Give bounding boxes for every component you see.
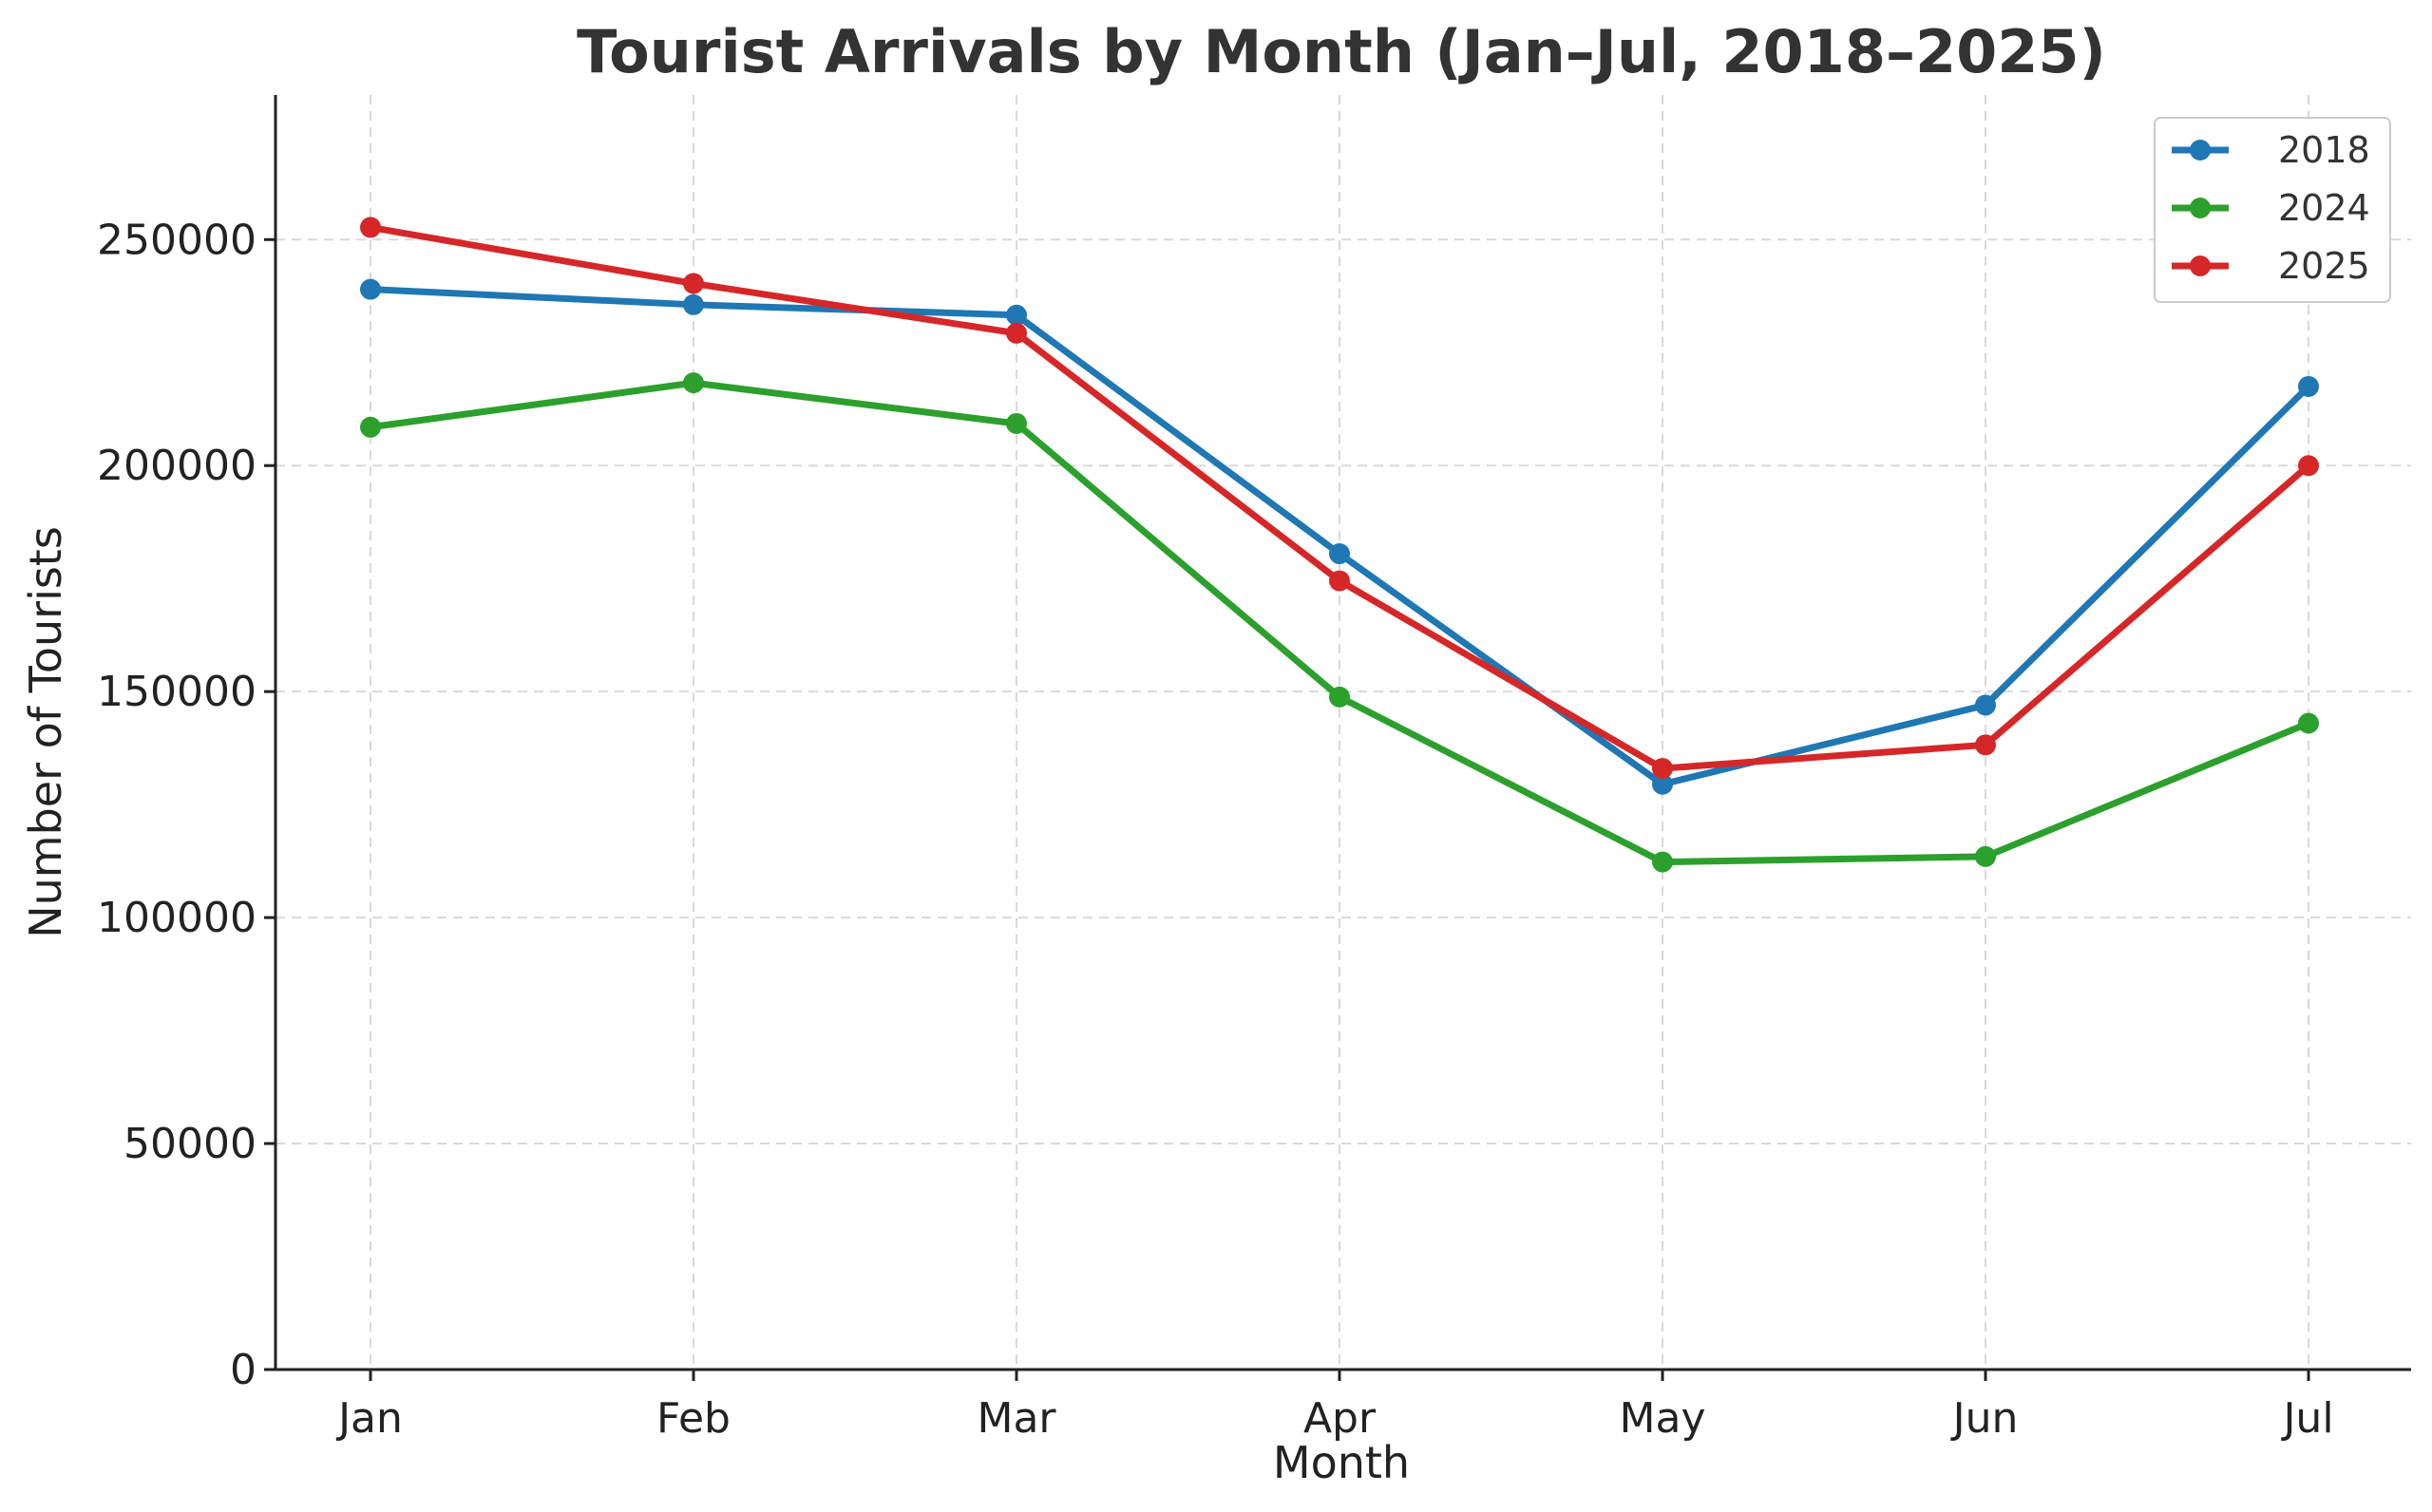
data-point-2024-apr bbox=[1329, 686, 1350, 708]
series-2025 bbox=[360, 217, 2319, 780]
data-point-2025-jun bbox=[1975, 734, 1996, 756]
data-point-2024-jun bbox=[1975, 845, 1996, 867]
data-point-2025-apr bbox=[1329, 570, 1350, 592]
series-2024 bbox=[360, 372, 2319, 873]
x-tick-label-mar: Mar bbox=[977, 1394, 1056, 1443]
y-tick-label-150000: 150000 bbox=[97, 668, 256, 716]
data-point-2024-may bbox=[1652, 851, 1673, 873]
data-point-2024-jul bbox=[2298, 712, 2319, 734]
data-point-2018-jun bbox=[1975, 694, 1996, 716]
data-point-2025-may bbox=[1652, 758, 1673, 780]
data-point-2018-jul bbox=[2298, 375, 2319, 397]
y-axis-label: Number of Tourists bbox=[20, 526, 71, 938]
legend: 2018 2024 2025 bbox=[2154, 117, 2391, 303]
x-tick-label-jan: Jan bbox=[335, 1394, 403, 1443]
legend-marker-2018 bbox=[2190, 140, 2211, 161]
y-tick-label-250000: 250000 bbox=[97, 216, 256, 264]
ticks-layer: Jan Feb Mar Apr May Jun Jul 0 50000 100000 150000 2… bbox=[97, 216, 2334, 1443]
data-point-2025-jul bbox=[2298, 455, 2319, 477]
data-point-2018-jan bbox=[360, 278, 381, 300]
x-axis-label: Month bbox=[1273, 1437, 1410, 1488]
data-point-2025-mar bbox=[1006, 322, 1027, 344]
legend-item-2018: 2018 bbox=[2172, 129, 2370, 171]
data-point-2024-jan bbox=[360, 416, 381, 438]
axes-layer bbox=[274, 95, 2411, 1371]
legend-label-2025: 2025 bbox=[2278, 245, 2370, 287]
data-point-2018-mar bbox=[1006, 304, 1027, 326]
data-point-2024-feb bbox=[683, 372, 704, 394]
x-tick-label-jun: Jun bbox=[1950, 1394, 2019, 1443]
series-2018 bbox=[360, 278, 2319, 795]
legend-marker-2024 bbox=[2190, 198, 2211, 218]
data-point-2018-apr bbox=[1329, 543, 1350, 565]
grid-layer bbox=[276, 95, 2411, 1370]
x-tick-label-may: May bbox=[1620, 1394, 1706, 1443]
data-point-2024-mar bbox=[1006, 412, 1027, 434]
data-point-2018-feb bbox=[683, 293, 704, 315]
legend-marker-2025 bbox=[2190, 255, 2211, 276]
legend-label-2018: 2018 bbox=[2278, 129, 2370, 171]
data-point-2025-feb bbox=[683, 273, 704, 294]
x-tick-label-jul: Jul bbox=[2280, 1394, 2333, 1443]
x-tick-label-feb: Feb bbox=[656, 1394, 731, 1443]
legend-item-2025: 2025 bbox=[2172, 245, 2370, 287]
y-tick-label-200000: 200000 bbox=[97, 442, 256, 490]
y-tick-label-50000: 50000 bbox=[124, 1120, 256, 1168]
legend-label-2024: 2024 bbox=[2278, 187, 2370, 229]
y-tick-label-0: 0 bbox=[230, 1346, 256, 1394]
series-layer bbox=[360, 217, 2319, 873]
legend-box bbox=[2154, 117, 2391, 303]
legend-item-2024: 2024 bbox=[2172, 187, 2370, 229]
x-tick-label-apr: Apr bbox=[1303, 1394, 1377, 1443]
data-point-2018-may bbox=[1652, 773, 1673, 795]
chart-title: Tourist Arrivals by Month (Jan–Jul, 2018… bbox=[577, 17, 2106, 86]
y-tick-label-100000: 100000 bbox=[97, 894, 256, 942]
data-point-2025-jan bbox=[360, 217, 381, 238]
